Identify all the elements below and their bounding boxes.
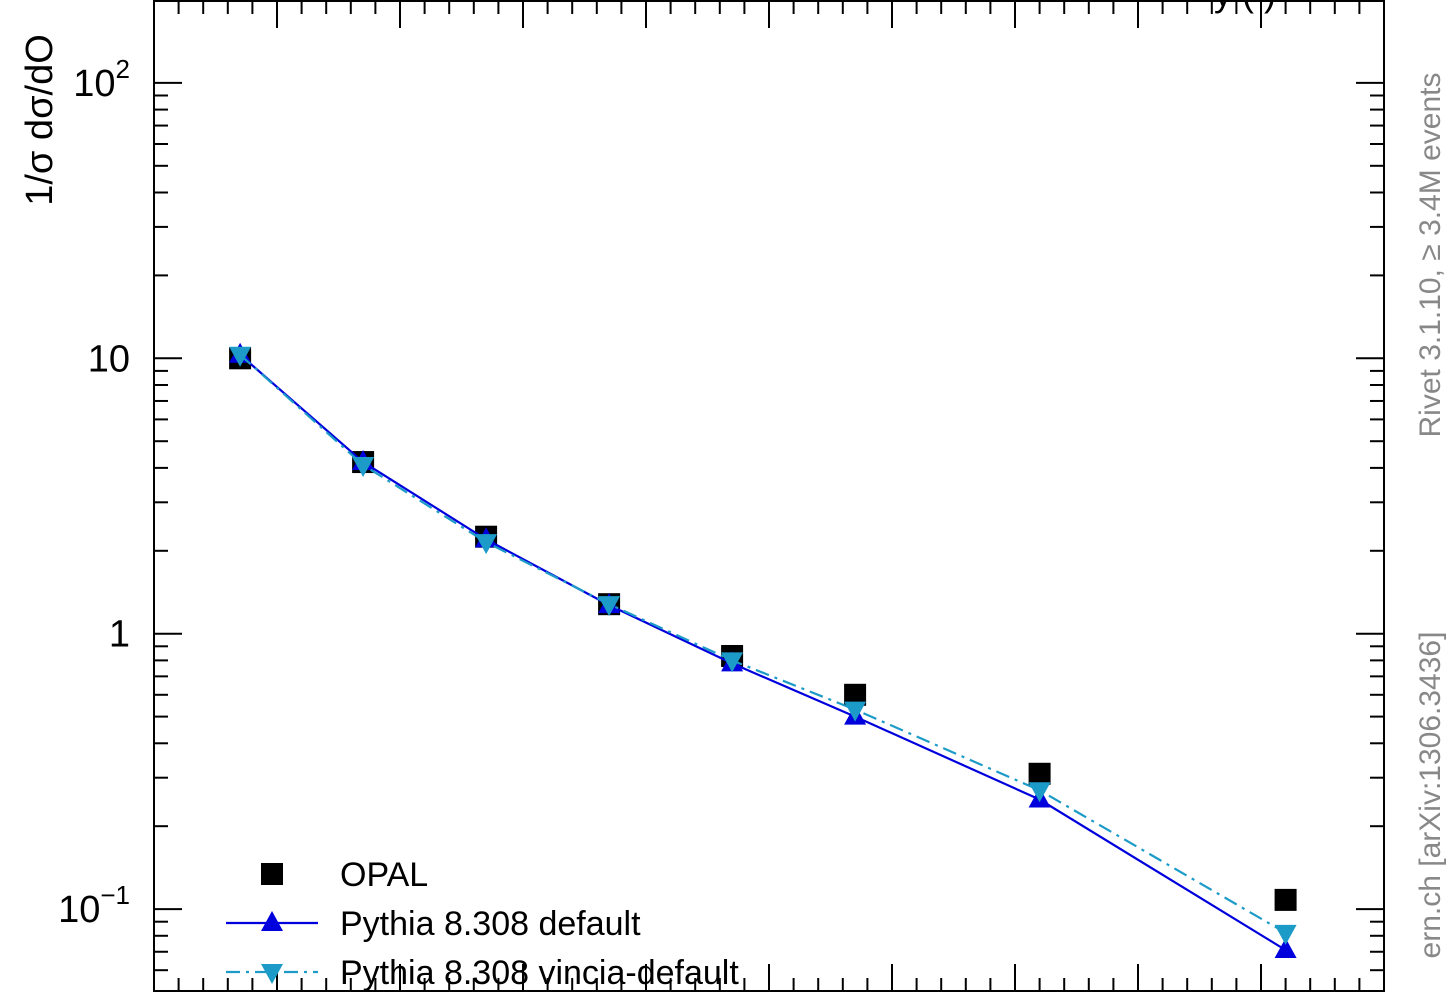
- plot-frame: [153, 0, 1385, 992]
- series-opal: [229, 347, 1297, 911]
- plot-border: [153, 0, 1385, 992]
- marker-triangle-down: [1028, 782, 1051, 803]
- legend-label: OPAL: [340, 856, 428, 894]
- marker-triangle-up: [1274, 938, 1297, 959]
- y-tick-label: 10−1: [58, 880, 130, 931]
- y-tick-label: 102: [73, 54, 130, 105]
- series-line: [239, 353, 1287, 934]
- marker-triangle-down: [721, 652, 744, 673]
- y-tick-labels: 102 10 1 10−1: [58, 54, 130, 931]
- legend: OPAL Pythia 8.308 default Pythia 8.308 vin…: [226, 856, 739, 992]
- legend-entry: Pythia 8.308 default: [226, 905, 641, 943]
- marker-triangle-down: [598, 596, 621, 617]
- marker-square: [1274, 888, 1297, 911]
- series-pythia-8-308-vincia-default: [229, 346, 1297, 945]
- legend-label: Pythia 8.308 vincia-default: [340, 954, 739, 992]
- y-axis-label: 1/σ dσ/dO: [19, 34, 61, 206]
- y-tick-label: 10: [88, 338, 130, 380]
- marker-triangle-up: [261, 911, 283, 931]
- legend-label: Pythia 8.308 default: [340, 905, 641, 943]
- series-layer: [229, 342, 1297, 959]
- title-fragment: y ( ): [1214, 0, 1276, 14]
- marker-triangle-down: [229, 346, 252, 367]
- rivet-version-label: Rivet 3.1.10, ≥ 3.4M events: [1414, 73, 1447, 438]
- legend-entry: Pythia 8.308 vincia-default: [226, 954, 739, 992]
- marker-triangle-down: [844, 701, 867, 722]
- marker-square: [844, 683, 867, 706]
- marker-square: [1028, 762, 1051, 785]
- axis-ticks: [153, 0, 1385, 992]
- marker-triangle-down: [261, 964, 283, 984]
- marker-triangle-down: [475, 534, 498, 555]
- source-reference-label: ern.ch [arXiv:1306.3436]: [1414, 632, 1447, 959]
- marker-square: [261, 863, 283, 885]
- y-tick-label: 1: [109, 614, 130, 656]
- legend-entry: OPAL: [261, 856, 428, 894]
- marker-triangle-down: [1274, 924, 1297, 945]
- marker-triangle-down: [352, 456, 375, 477]
- series-line: [239, 353, 1287, 951]
